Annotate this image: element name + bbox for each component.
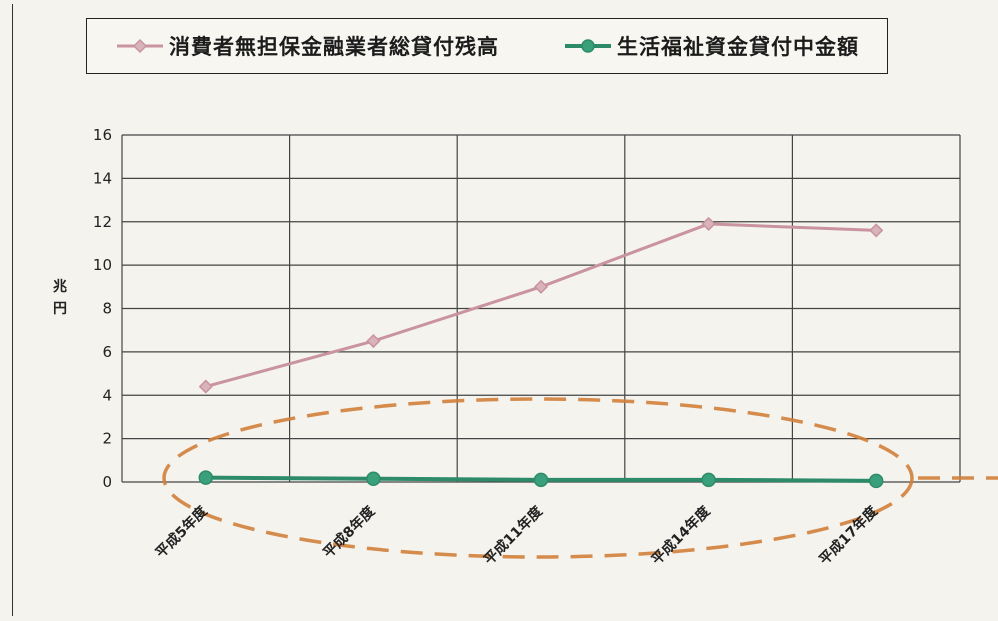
legend-label-consumer-lending: 消費者無担保金融業者総貸付残高 — [169, 35, 499, 59]
chart-frame — [12, 4, 993, 616]
annotation-ellipse — [162, 397, 914, 559]
series-1-point — [366, 333, 381, 349]
series-2-point — [366, 471, 381, 486]
legend: 消費者無担保金融業者総貸付残高 生活福祉資金貸付中金額 — [86, 18, 888, 74]
y-tick-label: 6 — [102, 343, 112, 361]
y-tick-label: 2 — [102, 430, 112, 448]
series-1-point — [869, 223, 884, 238]
y-tick-label: 14 — [93, 169, 112, 187]
legend-label-welfare-fund: 生活福祉資金貸付中金額 — [617, 35, 859, 59]
series-2-point — [701, 472, 716, 488]
series-1-point — [198, 379, 213, 394]
y-axis-label: 兆円 — [53, 279, 67, 317]
y-tick-label: 8 — [102, 300, 112, 318]
legend-item-welfare-fund: 生活福祉資金貸付中金額 — [565, 19, 859, 73]
x-tick-label: 平成14年度 — [648, 502, 714, 568]
y-tick-label: 10 — [93, 256, 112, 274]
x-tick-label: 平成17年度 — [816, 502, 882, 568]
series-2-point — [198, 470, 214, 485]
y-tick-label: 12 — [93, 213, 112, 231]
series-1-point — [533, 279, 549, 294]
y-tick-label: 0 — [102, 473, 112, 491]
series-1-point — [701, 216, 716, 231]
dashed-ellipse-annotation — [162, 397, 998, 559]
y-tick-labels: 0 2 4 6 8 10 12 14 16 — [93, 126, 112, 491]
legend-diamond-line-icon — [117, 38, 163, 54]
series-2-point — [533, 472, 549, 488]
x-tick-label: 平成5年度 — [152, 502, 211, 561]
y-tick-label: 16 — [93, 126, 112, 144]
grid — [121, 134, 961, 483]
legend-circle-line-icon — [565, 39, 611, 53]
series-2-point — [868, 473, 884, 489]
y-tick-label: 4 — [102, 386, 112, 404]
series-layer — [198, 216, 884, 489]
x-tick-label: 平成8年度 — [320, 502, 379, 561]
series-line-1 — [205, 222, 877, 389]
legend-item-consumer-lending: 消費者無担保金融業者総貸付残高 — [117, 19, 499, 73]
